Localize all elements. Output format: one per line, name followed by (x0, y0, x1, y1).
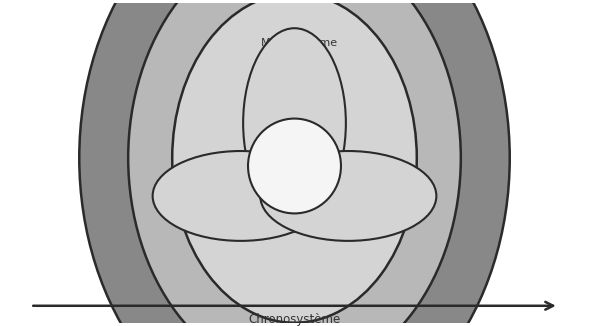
Ellipse shape (260, 151, 436, 241)
Ellipse shape (128, 0, 461, 326)
Ellipse shape (248, 119, 341, 214)
Ellipse shape (243, 28, 346, 218)
Text: Microsystème: Microsystème (261, 38, 338, 49)
Ellipse shape (172, 0, 417, 323)
Ellipse shape (80, 0, 509, 326)
Ellipse shape (153, 151, 329, 241)
Text: Chronosystème: Chronosystème (249, 313, 340, 326)
Text: Ontosystème: Ontosystème (262, 161, 327, 171)
